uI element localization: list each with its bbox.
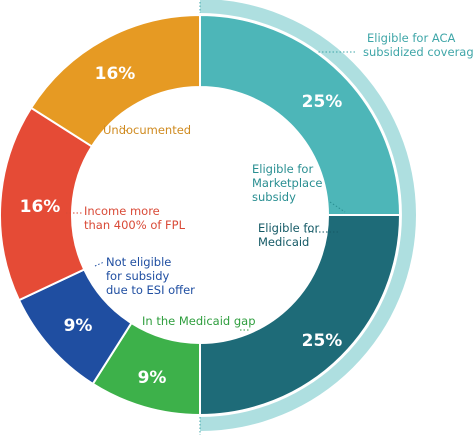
category-label-not-eligible-for-subsidy-due-to-esi-offer: Not eligible for subsidy due to ESI offer xyxy=(106,255,195,297)
value-labels: 25% 25% 9% 9% 16% 16% xyxy=(20,64,343,388)
category-label-eligible-for-medicaid: Eligible for Medicaid xyxy=(258,221,319,249)
slice-undocumented xyxy=(29,13,201,148)
leader-line-undocumented xyxy=(119,125,129,133)
donut-slices xyxy=(0,13,402,417)
category-label-undocumented: Undocumented xyxy=(103,123,191,137)
category-label-in-the-medicaid-gap: In the Medicaid gap xyxy=(142,314,256,328)
value-label-eligible-for-medicaid: 25% xyxy=(302,331,343,351)
leader-lines xyxy=(66,125,346,331)
slice-eligible-for-medicaid xyxy=(199,214,402,417)
category-label-eligible-for-marketplace-subsidy: Eligible for Marketplace subsidy xyxy=(252,162,322,204)
value-label-in-the-medicaid-gap: 9% xyxy=(138,368,167,388)
leader-line-not-eligible-for-subsidy-due-to-esi-offer xyxy=(94,261,105,267)
aca-bracket xyxy=(199,0,416,435)
value-label-not-eligible-for-subsidy-due-to-esi-offer: 9% xyxy=(64,316,93,336)
slice-eligible-for-marketplace-subsidy xyxy=(199,13,402,216)
value-label-eligible-for-marketplace-subsidy: 25% xyxy=(302,92,343,112)
category-label-income-more-than-400-of-fpl: Income more than 400% of FPL xyxy=(84,204,186,232)
category-labels: Eligible for Marketplace subsidy Eligible f… xyxy=(84,123,322,328)
aca-bracket-label: Eligible for ACA subsidized coverage xyxy=(363,31,474,59)
leader-line-eligible-for-marketplace-subsidy xyxy=(329,201,346,213)
value-label-undocumented: 16% xyxy=(95,64,136,84)
aca-bracket-label: Eligible for ACA subsidized coverage xyxy=(318,31,474,59)
value-label-income-more-than-400-of-fpl: 16% xyxy=(20,197,61,217)
